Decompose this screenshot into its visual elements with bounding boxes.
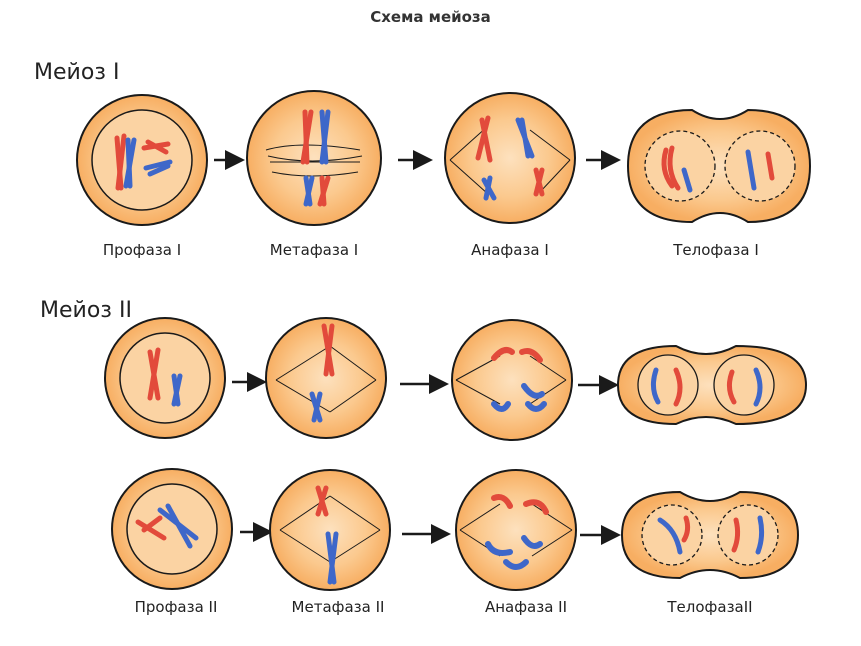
chromosome-small-pair xyxy=(141,139,173,177)
cell-anaphase-2-a xyxy=(451,319,573,441)
stage-label-telophase-1: Телофаза I xyxy=(673,241,759,259)
stage-label-metaphase-1: Метафаза I xyxy=(269,241,359,259)
stage-label-prophase-1: Профаза I xyxy=(102,241,182,259)
chromosome-pair-red-blue xyxy=(114,133,137,191)
stage-label-telophase-2: ТелофазаII xyxy=(667,598,753,616)
stage-label-prophase-2: Профаза II xyxy=(134,598,218,616)
cell-telophase-2-b xyxy=(620,490,800,580)
cell-prophase-2-a xyxy=(104,317,226,439)
stage-label-anaphase-1: Анафаза I xyxy=(471,241,549,259)
stage-label-metaphase-2: Метафаза II xyxy=(291,598,385,616)
section-title-meiosis-2: Мейоз II xyxy=(40,298,132,323)
section-title-meiosis-1: Мейоз I xyxy=(34,60,120,85)
cell-anaphase-2-b xyxy=(455,469,577,591)
cell-anaphase-1 xyxy=(444,92,576,224)
cell-telophase-2-a xyxy=(616,344,808,426)
cell-telophase-1 xyxy=(626,108,812,224)
page-title: Схема мейоза xyxy=(370,8,491,26)
cell-prophase-2-b xyxy=(111,468,233,590)
cell-prophase-1 xyxy=(76,94,208,226)
stage-label-anaphase-2: Анафаза II xyxy=(484,598,568,616)
cell-metaphase-2-a xyxy=(265,317,387,439)
cell-metaphase-2-b xyxy=(269,469,391,591)
cell-metaphase-1 xyxy=(246,90,382,226)
